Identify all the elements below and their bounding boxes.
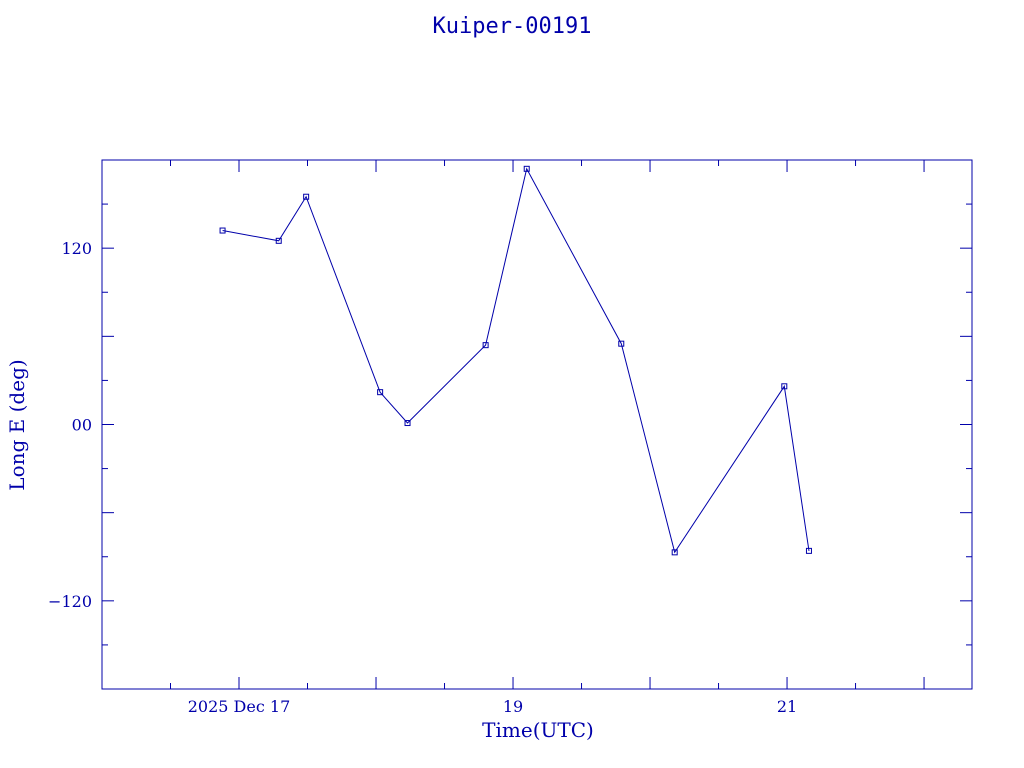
data-point: [377, 389, 384, 396]
chart-title: Kuiper-00191: [432, 14, 592, 39]
x-tick-label: 21: [777, 697, 797, 716]
series-markers: [219, 165, 812, 556]
data-point: [523, 165, 530, 172]
x-tick-label: 2025 Dec 17: [188, 697, 291, 716]
series-line: [222, 167, 810, 554]
data-point: [219, 227, 226, 234]
data-point: [404, 420, 411, 427]
data-point: [303, 193, 310, 200]
x-axis-label: Time(UTC): [482, 718, 594, 742]
data-point: [482, 342, 489, 349]
x-tick-label: 19: [503, 697, 523, 716]
data-point: [781, 383, 788, 390]
y-tick-label: 00: [72, 416, 92, 435]
data-point: [671, 549, 678, 556]
y-tick-label: 120: [61, 239, 92, 258]
axis-ticks: [101, 160, 972, 689]
data-point: [805, 547, 812, 554]
y-tick-label: −120: [48, 592, 92, 611]
axis-tick-labels: 2025 Dec 17 19 21 120 00 −120: [48, 239, 797, 716]
plot-frame: [101, 159, 973, 690]
data-point: [618, 340, 625, 347]
data-point: [275, 237, 282, 244]
